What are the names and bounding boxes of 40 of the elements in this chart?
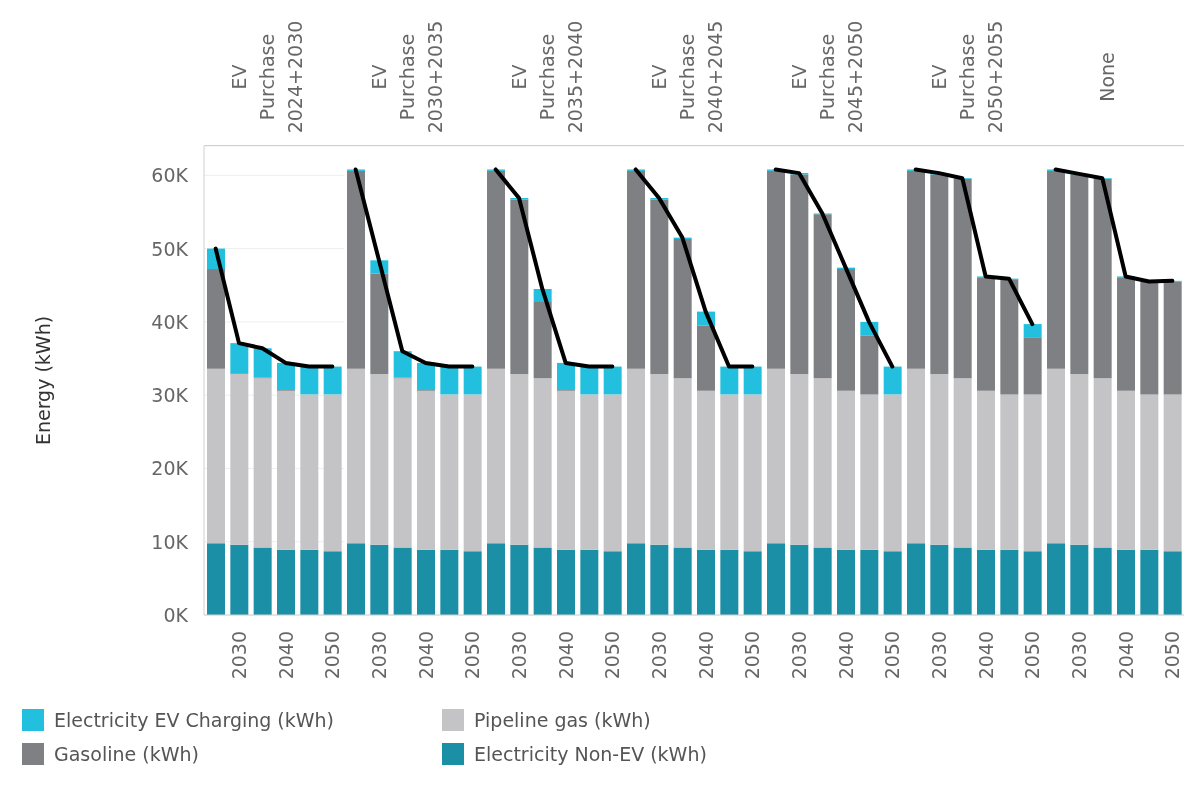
chart-title: EV Purchase 2040+2045: [648, 20, 726, 134]
x-tick-label: 2030: [508, 631, 530, 680]
legend-label: Gasoline (kWh): [54, 743, 199, 765]
x-tick-label: 2040: [274, 631, 297, 680]
chart-title: EV Purchase 2030+2035: [368, 20, 446, 134]
x-tick-label: 2050: [321, 631, 344, 680]
chart-title: EV Purchase 2050+2055: [928, 20, 1006, 134]
x-tick-label: 2050: [881, 631, 904, 680]
chart-title: EV Purchase 2035+2040: [508, 20, 586, 134]
x-tick-label: 2040: [974, 631, 997, 680]
x-tick-label: 2040: [554, 631, 577, 680]
legend-label: Electricity Non-EV (kWh): [474, 743, 707, 765]
x-tick-label: 2040: [414, 631, 437, 680]
x-tick-label: 2030: [648, 631, 670, 680]
x-tick-label: 2040: [834, 631, 857, 680]
x-tick-label: 2050: [1161, 631, 1184, 680]
x-tick-label: 2030: [928, 631, 950, 680]
x-tick-label: 2050: [601, 631, 624, 680]
chart-title: None: [1096, 52, 1118, 102]
x-tick-label: 2050: [741, 631, 764, 680]
x-tick-label: 2050: [461, 631, 484, 680]
legend-label: Pipeline gas (kWh): [474, 709, 651, 731]
y-axis-title: Energy (kWh): [31, 315, 54, 446]
x-tick-label: 2040: [1114, 631, 1137, 680]
x-tick-label: 2030: [788, 631, 810, 680]
y-tick-label: 60K: [151, 164, 189, 187]
y-tick-label: 40K: [151, 310, 189, 333]
x-tick-label: 2040: [694, 631, 717, 680]
y-tick-label: 20K: [151, 457, 189, 480]
y-tick-label: 30K: [151, 384, 189, 407]
x-tick-label: 2030: [228, 631, 250, 680]
y-tick-label: 50K: [151, 237, 189, 260]
chart-title: EV Purchase 2024+2030: [228, 20, 306, 134]
y-tick-label: 10K: [151, 530, 189, 553]
chart-title: EV Purchase 2045+2050: [788, 20, 866, 134]
y-tick-label: 0K: [163, 604, 189, 626]
x-tick-label: 2030: [1068, 631, 1090, 680]
x-tick-label: 2030: [368, 631, 390, 680]
x-tick-label: 2050: [1021, 631, 1044, 680]
legend-label: Electricity EV Charging (kWh): [54, 709, 335, 731]
